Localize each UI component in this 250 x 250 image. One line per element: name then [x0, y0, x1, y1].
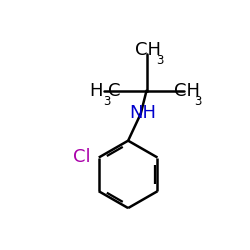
Text: H: H	[90, 82, 103, 100]
Text: CH: CH	[174, 82, 200, 100]
Text: 3: 3	[194, 95, 202, 108]
Text: 3: 3	[156, 54, 163, 68]
Text: CH: CH	[136, 41, 162, 59]
Text: NH: NH	[129, 104, 156, 122]
Text: 3: 3	[103, 96, 110, 108]
Text: C: C	[108, 82, 121, 100]
Text: Cl: Cl	[72, 148, 90, 166]
